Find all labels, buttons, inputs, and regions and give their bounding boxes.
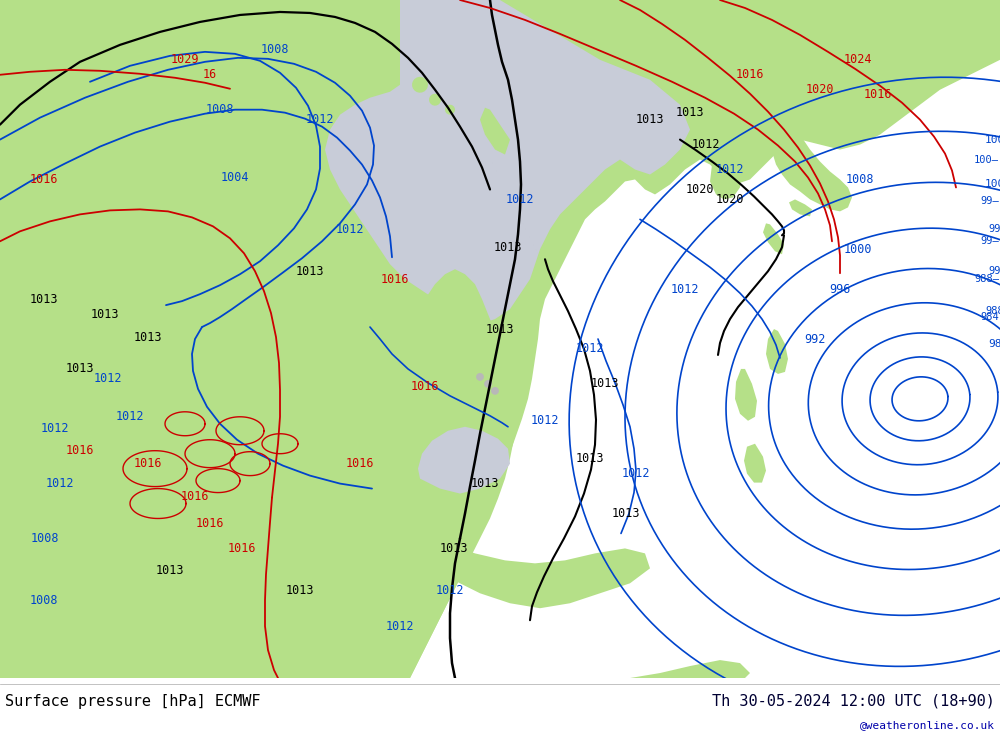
Text: 1016: 1016 [346, 457, 374, 470]
Text: 1013: 1013 [471, 477, 499, 490]
Text: Surface pressure [hPa] ECMWF: Surface pressure [hPa] ECMWF [5, 693, 260, 709]
Text: 1013: 1013 [91, 308, 119, 320]
Polygon shape [248, 638, 365, 663]
Text: 996: 996 [829, 283, 851, 295]
Text: 1012: 1012 [622, 467, 650, 480]
Text: 1012: 1012 [306, 113, 334, 126]
Polygon shape [763, 224, 784, 254]
Polygon shape [630, 660, 750, 678]
Text: 99–: 99– [989, 224, 1000, 235]
Text: 992: 992 [804, 333, 826, 345]
Polygon shape [313, 510, 337, 526]
Text: 1012: 1012 [94, 372, 122, 386]
Text: 1013: 1013 [591, 377, 619, 391]
Text: 1012: 1012 [692, 138, 720, 151]
Text: 1016: 1016 [30, 173, 58, 186]
Polygon shape [766, 329, 788, 374]
Text: 1012: 1012 [336, 223, 364, 236]
Polygon shape [735, 369, 757, 421]
Text: 1016: 1016 [864, 88, 892, 101]
Text: 1012: 1012 [116, 410, 144, 423]
Text: 1016: 1016 [134, 457, 162, 470]
Polygon shape [412, 77, 428, 92]
Text: 1013: 1013 [494, 240, 522, 254]
Text: 988–: 988– [974, 274, 999, 284]
Text: 1016: 1016 [181, 490, 209, 503]
Text: 1013: 1013 [612, 507, 640, 520]
Text: 1013: 1013 [676, 106, 704, 119]
Text: 1013: 1013 [286, 583, 314, 597]
Polygon shape [200, 586, 360, 628]
Text: 1013: 1013 [486, 323, 514, 336]
Text: 99–: 99– [989, 266, 1000, 276]
Text: 1016: 1016 [228, 542, 256, 555]
Text: 1016: 1016 [196, 517, 224, 530]
Text: 1013: 1013 [156, 564, 184, 577]
Text: 1012: 1012 [41, 422, 69, 435]
Text: 1016: 1016 [66, 444, 94, 457]
Text: 1013: 1013 [296, 265, 324, 278]
Text: @weatheronline.co.uk: @weatheronline.co.uk [860, 721, 995, 730]
Text: 1013: 1013 [134, 331, 162, 344]
Polygon shape [445, 546, 650, 608]
Text: 1016: 1016 [381, 273, 409, 286]
Text: 1013: 1013 [576, 452, 604, 465]
Text: 1008: 1008 [206, 103, 234, 117]
Polygon shape [491, 387, 499, 395]
Text: 1016: 1016 [736, 68, 764, 81]
Text: 1016: 1016 [411, 380, 439, 394]
Polygon shape [335, 526, 355, 540]
Polygon shape [480, 108, 510, 155]
Polygon shape [325, 0, 690, 324]
Text: 99–: 99– [980, 196, 999, 207]
Text: 1029: 1029 [171, 54, 199, 66]
Text: 1020: 1020 [716, 193, 744, 206]
Text: 984: 984 [988, 339, 1000, 349]
Text: 1024: 1024 [844, 54, 872, 66]
Text: 1013: 1013 [440, 542, 468, 555]
Text: 1008: 1008 [261, 43, 289, 56]
Polygon shape [355, 269, 516, 678]
Text: 1012: 1012 [386, 619, 414, 633]
Polygon shape [445, 105, 455, 114]
Polygon shape [789, 199, 812, 216]
Text: 1004: 1004 [221, 171, 249, 184]
Text: 1004: 1004 [984, 180, 1000, 189]
Text: Th 30-05-2024 12:00 UTC (18+90): Th 30-05-2024 12:00 UTC (18+90) [712, 693, 995, 709]
Text: 1013: 1013 [30, 292, 58, 306]
Text: 100–: 100– [974, 155, 999, 164]
Text: 99–: 99– [980, 236, 999, 246]
Polygon shape [429, 94, 441, 106]
Text: 1012: 1012 [716, 163, 744, 176]
Text: 1008: 1008 [30, 594, 58, 607]
Polygon shape [0, 0, 1000, 678]
Text: 1012: 1012 [671, 283, 699, 295]
Text: 16: 16 [203, 68, 217, 81]
Text: 1013: 1013 [66, 362, 94, 375]
Text: 1012: 1012 [436, 583, 464, 597]
Text: 988-: 988- [986, 306, 1000, 316]
Polygon shape [772, 119, 852, 211]
Text: 984: 984 [980, 312, 999, 322]
Text: 1012: 1012 [506, 193, 534, 206]
Text: 1012: 1012 [46, 477, 74, 490]
Text: 1012: 1012 [531, 414, 559, 427]
Text: 1008: 1008 [984, 135, 1000, 144]
Polygon shape [418, 427, 510, 493]
Text: 1008: 1008 [846, 173, 874, 186]
Polygon shape [484, 380, 492, 388]
Polygon shape [476, 373, 484, 381]
Text: 1020: 1020 [686, 183, 714, 196]
Text: 1000: 1000 [844, 243, 872, 256]
Text: 1008: 1008 [31, 532, 59, 545]
Text: 1012: 1012 [576, 342, 604, 356]
Polygon shape [744, 443, 766, 482]
Text: 1020: 1020 [806, 84, 834, 96]
Text: 1013: 1013 [636, 113, 664, 126]
Polygon shape [292, 484, 328, 504]
Polygon shape [710, 139, 742, 199]
Polygon shape [356, 550, 384, 567]
